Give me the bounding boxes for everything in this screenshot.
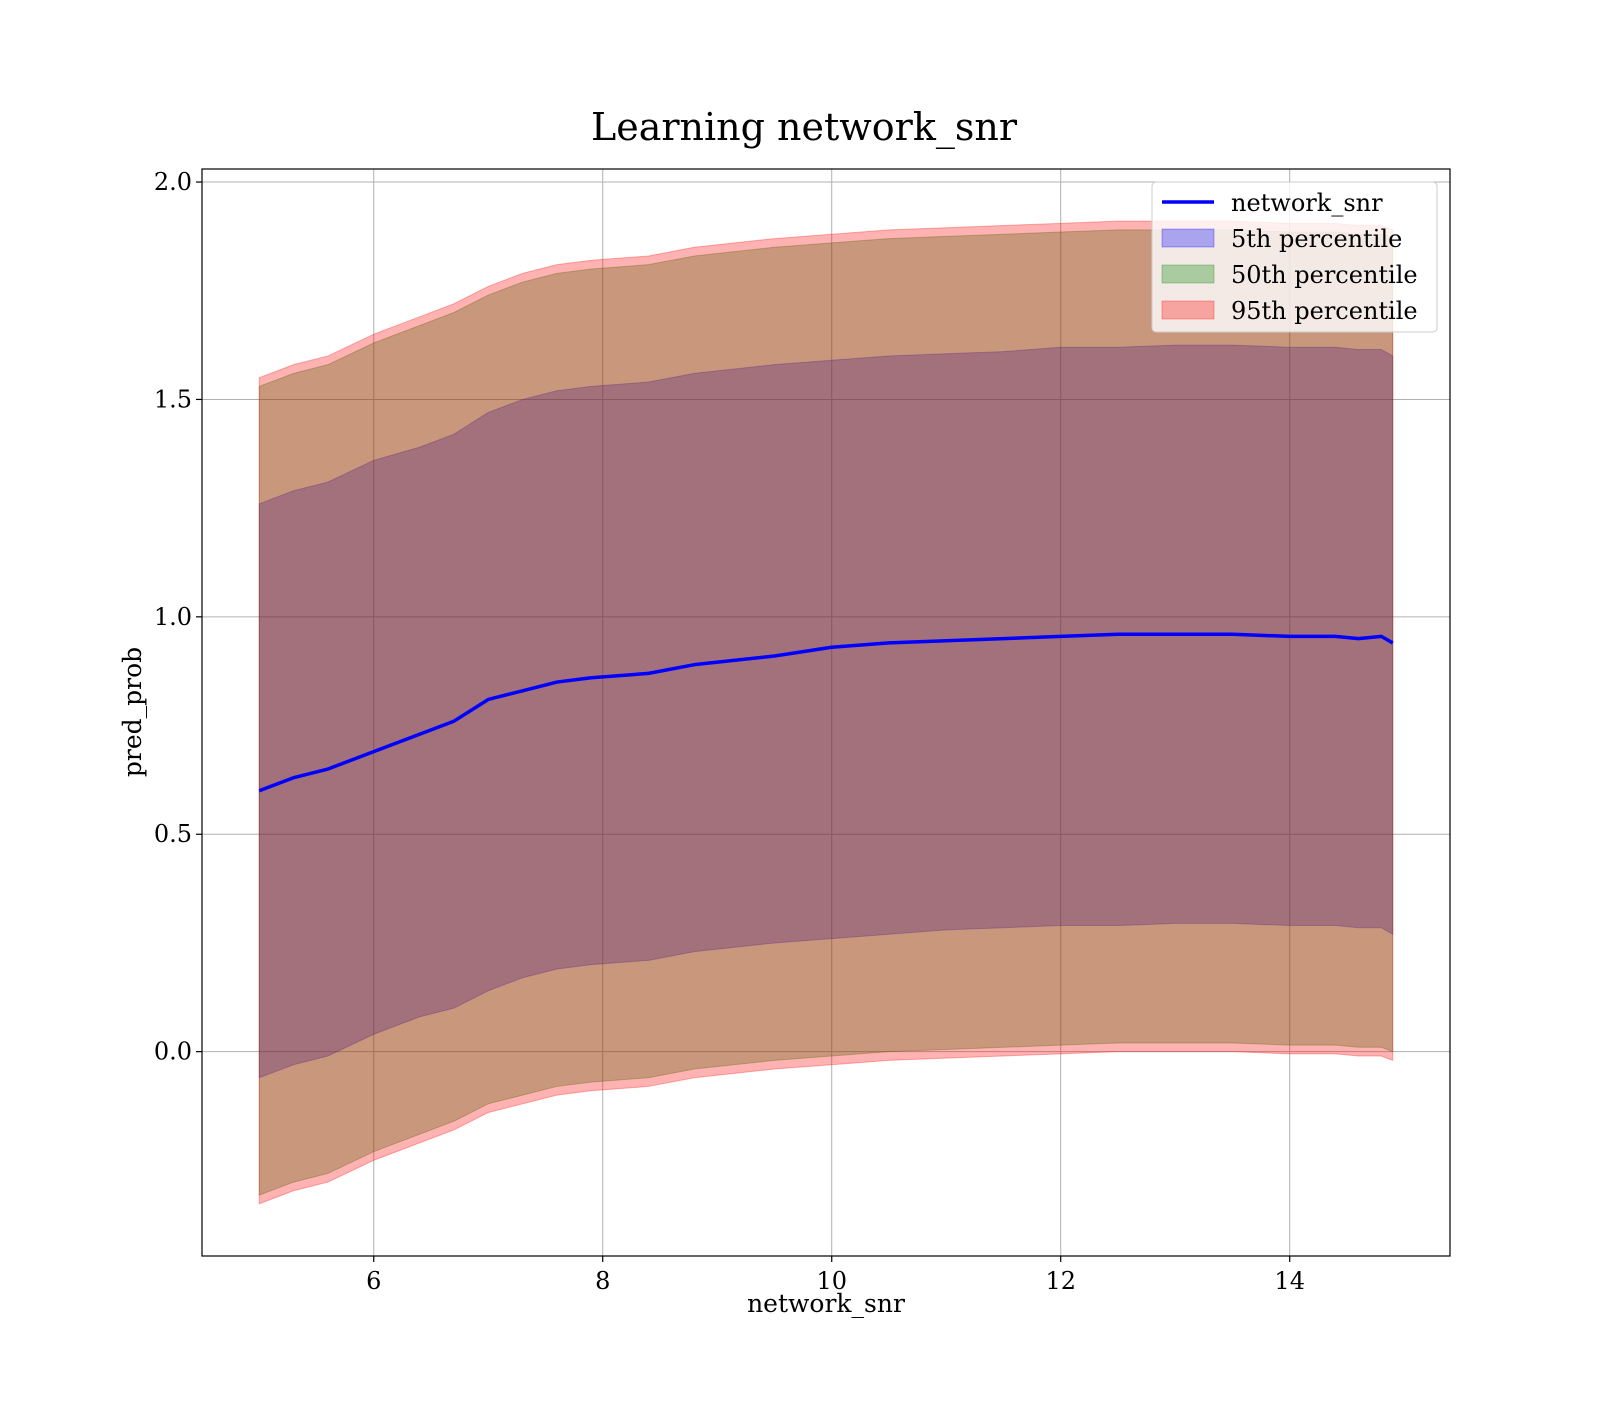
- tick-layer: 6 8 10 12 14 0.0 0.5 1.0 1.5 2.0: [154, 168, 1305, 1295]
- y-axis-label: pred_prob: [118, 647, 147, 777]
- legend: network_snr 5th percentile 50th percentile…: [1151, 181, 1438, 333]
- y-tick-label: 0.0: [154, 1038, 192, 1066]
- x-tick-label: 10: [816, 1267, 847, 1295]
- band-95th-percentile: [258, 220, 1394, 1205]
- y-tick-label: 2.0: [154, 168, 192, 196]
- band-layer: [258, 220, 1394, 1205]
- chart-title: Learning network_snr: [591, 105, 1018, 150]
- legend-label: network_snr: [1231, 189, 1383, 217]
- line-layer: [258, 632, 1394, 793]
- x-axis-label: network_snr: [747, 1289, 905, 1318]
- plot-frame: [201, 168, 1451, 1257]
- y-tick-label: 1.0: [154, 603, 192, 631]
- legend-label: 5th percentile: [1231, 225, 1402, 253]
- legend-swatch: [1161, 300, 1215, 320]
- x-tick-label: 8: [595, 1267, 610, 1295]
- band-5th-percentile: [258, 344, 1394, 1079]
- y-tick-label: 1.5: [154, 385, 192, 413]
- x-tick-label: 6: [366, 1267, 381, 1295]
- legend-box: [1151, 181, 1438, 333]
- legend-label: 50th percentile: [1231, 261, 1418, 289]
- legend-swatch: [1161, 228, 1215, 248]
- series-line-network_snr: [258, 632, 1394, 793]
- x-tick-label: 12: [1045, 1267, 1076, 1295]
- y-tick-label: 0.5: [154, 820, 192, 848]
- legend-swatch: [1161, 264, 1215, 284]
- legend-label: 95th percentile: [1231, 297, 1418, 325]
- band-50th-percentile: [258, 229, 1394, 1196]
- x-tick-label: 14: [1274, 1267, 1305, 1295]
